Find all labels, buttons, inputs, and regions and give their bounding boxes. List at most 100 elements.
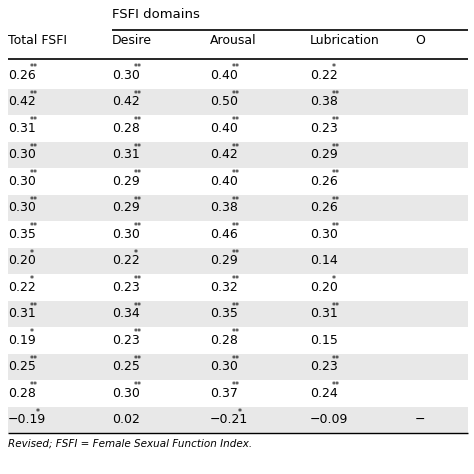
Text: **: ** [332,116,340,125]
Text: **: ** [30,355,38,364]
Text: 0.30: 0.30 [310,228,338,241]
Text: Lubrication: Lubrication [310,34,380,47]
Text: **: ** [30,302,38,311]
Text: 0.26: 0.26 [310,175,338,188]
Text: Arousal: Arousal [210,34,256,47]
Text: **: ** [134,275,142,284]
Text: 0.31: 0.31 [310,307,338,320]
Text: *: * [30,249,34,258]
Text: 0.30: 0.30 [8,175,36,188]
Text: **: ** [332,196,340,205]
Bar [8,301,468,327]
Text: 0.28: 0.28 [210,334,238,347]
Text: **: ** [134,222,142,231]
Text: 0.29: 0.29 [112,175,140,188]
Text: 0.38: 0.38 [210,201,238,214]
Text: 0.29: 0.29 [310,148,338,161]
Text: 0.40: 0.40 [210,122,238,135]
Text: *: * [30,275,34,284]
Text: **: ** [134,64,142,73]
Text: **: ** [134,328,142,337]
Text: 0.35: 0.35 [8,228,36,241]
Text: 0.30: 0.30 [8,201,36,214]
Bar [8,407,468,433]
Bar [8,354,468,380]
Text: 0.30: 0.30 [210,360,238,373]
Text: **: ** [332,381,340,390]
Text: 0.02: 0.02 [112,413,140,426]
Text: *: * [332,64,336,73]
Text: 0.28: 0.28 [112,122,140,135]
Text: 0.46: 0.46 [210,228,238,241]
Text: 0.26: 0.26 [310,201,338,214]
Text: 0.40: 0.40 [210,175,238,188]
Text: 0.15: 0.15 [310,334,338,347]
Text: 0.22: 0.22 [310,69,338,82]
Text: −0.19: −0.19 [8,413,46,426]
Text: −: − [415,413,426,426]
Text: 0.29: 0.29 [112,201,140,214]
Text: FSFI domains: FSFI domains [112,8,200,21]
Text: **: ** [134,381,142,390]
Text: **: ** [134,355,142,364]
Text: **: ** [232,196,240,205]
Text: 0.22: 0.22 [112,254,140,267]
Text: **: ** [134,90,142,99]
Text: Revised; FSFI = Female Sexual Function Index.: Revised; FSFI = Female Sexual Function I… [8,439,252,449]
Text: 0.30: 0.30 [112,387,140,400]
Text: 0.42: 0.42 [112,95,140,108]
Text: O: O [415,34,425,47]
Text: **: ** [30,222,38,231]
Text: 0.19: 0.19 [8,334,36,347]
Text: **: ** [30,196,38,205]
Text: **: ** [232,249,240,258]
Text: 0.30: 0.30 [112,69,140,82]
Text: **: ** [134,116,142,125]
Bar [8,89,468,115]
Text: 0.22: 0.22 [8,281,36,294]
Text: 0.31: 0.31 [8,307,36,320]
Text: 0.24: 0.24 [310,387,338,400]
Text: 0.31: 0.31 [112,148,140,161]
Text: **: ** [134,302,142,311]
Bar [8,194,468,221]
Text: **: ** [332,143,340,152]
Text: *: * [30,328,34,337]
Text: **: ** [232,381,240,390]
Text: **: ** [232,116,240,125]
Text: 0.14: 0.14 [310,254,338,267]
Text: 0.38: 0.38 [310,95,338,108]
Text: 0.23: 0.23 [112,281,140,294]
Text: **: ** [332,169,340,178]
Text: 0.28: 0.28 [8,387,36,400]
Text: 0.32: 0.32 [210,281,238,294]
Text: **: ** [134,196,142,205]
Text: **: ** [332,302,340,311]
Text: **: ** [134,169,142,178]
Text: 0.42: 0.42 [8,95,36,108]
Text: **: ** [232,143,240,152]
Text: 0.29: 0.29 [210,254,238,267]
Text: 0.30: 0.30 [112,228,140,241]
Text: 0.23: 0.23 [310,360,338,373]
Bar [8,142,468,168]
Text: *: * [36,408,39,417]
Text: 0.26: 0.26 [8,69,36,82]
Text: **: ** [332,355,340,364]
Text: Desire: Desire [112,34,152,47]
Text: **: ** [232,90,240,99]
Text: −0.09: −0.09 [310,413,348,426]
Text: Total FSFI: Total FSFI [8,34,67,47]
Text: **: ** [232,64,240,73]
Text: **: ** [30,143,38,152]
Text: **: ** [232,275,240,284]
Text: 0.23: 0.23 [310,122,338,135]
Text: **: ** [332,222,340,231]
Text: *: * [237,408,241,417]
Text: 0.40: 0.40 [210,69,238,82]
Text: 0.50: 0.50 [210,95,238,108]
Bar [8,247,468,274]
Text: *: * [332,275,336,284]
Text: **: ** [30,90,38,99]
Text: **: ** [232,355,240,364]
